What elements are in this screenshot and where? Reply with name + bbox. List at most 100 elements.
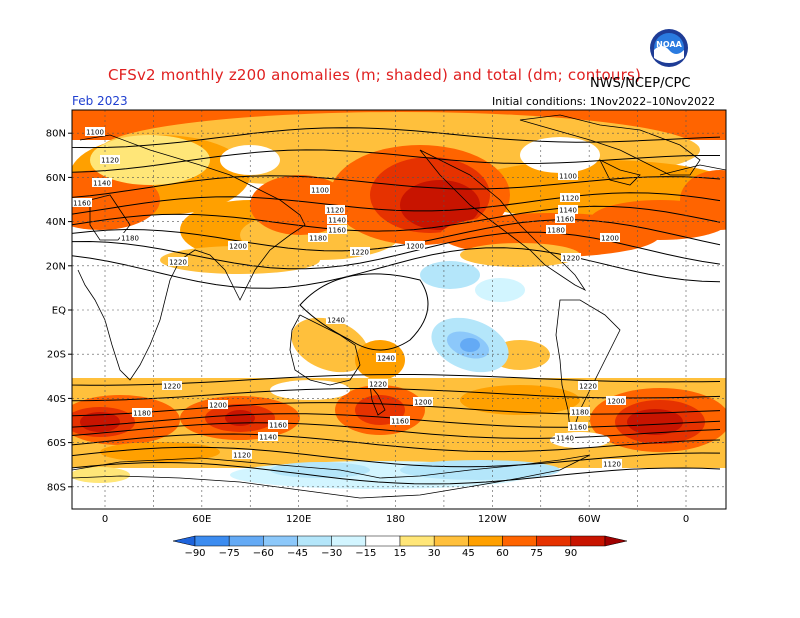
colorbar-arrow-right: [604, 535, 628, 547]
latitude-label: 20N: [46, 261, 66, 272]
contour-label: 1200: [228, 241, 248, 251]
grid-lines: [72, 110, 726, 509]
longitude-label: 120W: [478, 514, 507, 525]
colorbar-swatch: [502, 535, 537, 547]
contour-label: 1120: [232, 450, 252, 460]
forecast-month: Feb 2023: [72, 94, 128, 108]
contour-label: 1180: [308, 233, 328, 243]
contour-label: 1200: [208, 400, 228, 410]
contour-label: 1140: [558, 205, 578, 215]
svg-text:1160: 1160: [73, 200, 91, 208]
colorbar-tick-label: 45: [462, 548, 475, 559]
contour-label: 1140: [92, 178, 112, 188]
colorbar-tick-label: 15: [394, 548, 407, 559]
svg-text:1220: 1220: [351, 249, 369, 257]
colorbar-swatch: [365, 535, 401, 547]
svg-text:1240: 1240: [327, 317, 345, 325]
svg-text:1120: 1120: [101, 157, 119, 165]
svg-text:1200: 1200: [607, 398, 625, 406]
contour-label: 1160: [555, 214, 575, 224]
contour-label: 1160: [390, 416, 410, 426]
contour-label: 1140: [327, 215, 347, 225]
svg-text:1140: 1140: [559, 207, 577, 215]
contour-label: 1220: [561, 253, 581, 263]
svg-text:1180: 1180: [547, 227, 565, 235]
colorbar-tick-label: −15: [355, 548, 376, 559]
latitude-label: 40S: [47, 394, 66, 405]
colorbar-swatch: [263, 535, 298, 547]
contour-label: 1120: [100, 155, 120, 165]
longitude-label: 60W: [578, 514, 601, 525]
colorbar-tick-label: 90: [564, 548, 577, 559]
contour-label: 1160: [72, 198, 92, 208]
latitude-label: 80S: [47, 482, 66, 493]
colorbar-tick-label: −90: [184, 548, 205, 559]
colorbar-tick-label: 75: [530, 548, 543, 559]
svg-text:1240: 1240: [377, 355, 395, 363]
contour-label: 1200: [413, 397, 433, 407]
svg-text:1120: 1120: [603, 461, 621, 469]
colorbar-swatch: [297, 535, 332, 547]
contour-label: 1180: [120, 233, 140, 243]
latitude-label: 20S: [47, 350, 66, 361]
svg-text:1160: 1160: [269, 422, 287, 430]
colorbar-tick-label: 60: [496, 548, 509, 559]
contour-label: 1200: [606, 396, 626, 406]
chart-title: CFSv2 monthly z200 anomalies (m; shaded)…: [108, 66, 642, 84]
contour-label: 1220: [578, 381, 598, 391]
colorbar: −90 −75 −60 −45 −30 −15 15 30 45 60 75 90: [172, 535, 628, 559]
contour-label: 1240: [326, 315, 346, 325]
svg-text:1120: 1120: [561, 195, 579, 203]
colorbar-swatch: [570, 535, 606, 547]
colorbar-swatch: [228, 535, 264, 547]
longitude-label: 120E: [286, 514, 311, 525]
contour-labels: 1100112011401160118012001220110011201140…: [72, 127, 626, 469]
contour-label: 1180: [546, 225, 566, 235]
svg-text:1180: 1180: [121, 235, 139, 243]
contour-label: 1140: [555, 433, 575, 443]
colorbar-swatch: [194, 535, 230, 547]
svg-text:1120: 1120: [233, 452, 251, 460]
contour-label: 1160: [327, 225, 347, 235]
latitude-label: 40N: [46, 217, 66, 228]
contour-label: 1220: [162, 381, 182, 391]
svg-text:1100: 1100: [86, 129, 104, 137]
noaa-logo-icon: NOAA: [650, 29, 688, 67]
colorbar-tick-label: 30: [428, 548, 441, 559]
contour-label: 1100: [558, 171, 578, 181]
agency-label: NWS/NCEP/CPC: [590, 76, 691, 91]
contour-label: 1160: [568, 422, 588, 432]
coastlines: [72, 114, 726, 499]
svg-text:1220: 1220: [369, 381, 387, 389]
contour-label: 1120: [602, 459, 622, 469]
latitude-label: 60N: [46, 173, 66, 184]
longitude-label: 180: [386, 514, 405, 525]
longitude-label: 60E: [192, 514, 211, 525]
svg-text:1180: 1180: [309, 235, 327, 243]
latitude-label: 80N: [46, 129, 66, 140]
svg-text:1200: 1200: [406, 243, 424, 251]
colorbar-swatch: [331, 535, 367, 547]
latitude-axis: 80N 60N 40N 20N EQ 20S 40S 60S 80S: [46, 129, 72, 493]
svg-text:1220: 1220: [169, 259, 187, 267]
colorbar-swatch: [433, 535, 469, 547]
contour-label: 1120: [325, 205, 345, 215]
svg-text:1120: 1120: [326, 207, 344, 215]
svg-text:1160: 1160: [391, 418, 409, 426]
height-contours: [72, 127, 721, 485]
contour-label: 1200: [405, 241, 425, 251]
colorbar-tick-label: −30: [321, 548, 342, 559]
contour-label: 1180: [570, 407, 590, 417]
longitude-label: 0: [683, 514, 689, 525]
svg-text:1220: 1220: [562, 255, 580, 263]
longitude-label: 0: [102, 514, 108, 525]
svg-text:1200: 1200: [229, 243, 247, 251]
latitude-label: 60S: [47, 438, 66, 449]
longitude-axis: 0 60E 120E 180 120W 60W 0: [102, 514, 689, 525]
svg-text:1200: 1200: [601, 235, 619, 243]
svg-text:1100: 1100: [559, 173, 577, 181]
colorbar-tick-label: −45: [287, 548, 308, 559]
svg-text:1140: 1140: [93, 180, 111, 188]
svg-text:1140: 1140: [328, 217, 346, 225]
svg-text:1220: 1220: [163, 383, 181, 391]
